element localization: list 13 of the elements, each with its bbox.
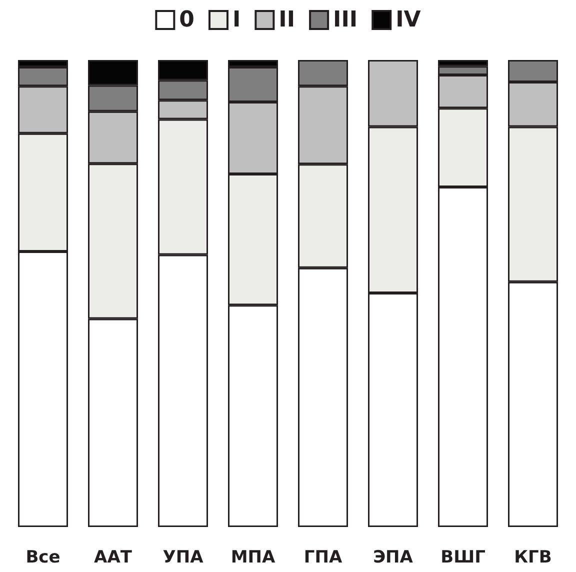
x-tick-label: ЭПА — [373, 548, 414, 568]
legend-label: I — [232, 8, 241, 32]
legend-label: IV — [396, 8, 421, 32]
legend-label: III — [333, 8, 358, 32]
x-tick-label: МПА — [230, 548, 276, 568]
x-tick-label: КГВ — [514, 548, 552, 568]
x-tick-label: ААТ — [94, 548, 132, 568]
x-tick-label: ГПА — [304, 548, 343, 568]
x-tick-label: УПА — [162, 548, 204, 568]
legend-label: II — [278, 8, 296, 32]
legend-label: 0 — [179, 8, 194, 32]
x-tick-label: ВШГ — [440, 548, 486, 568]
x-tick-label: Все — [26, 548, 60, 568]
